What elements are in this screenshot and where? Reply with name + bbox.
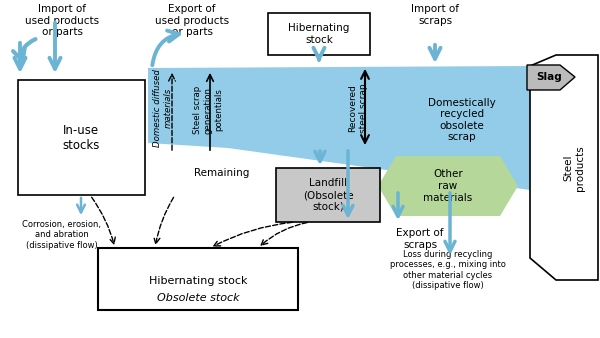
Text: Steel
products: Steel products [563, 145, 585, 191]
Text: Hibernating
stock: Hibernating stock [289, 23, 350, 45]
Text: Corrosion, erosion,
and abration
(dissipative flow): Corrosion, erosion, and abration (dissip… [23, 220, 101, 250]
Text: Import of
scraps: Import of scraps [411, 4, 459, 26]
Bar [276, 168, 380, 222]
Polygon shape [378, 156, 518, 216]
Text: Domestic diffused
materials: Domestic diffused materials [154, 69, 173, 147]
Polygon shape [530, 55, 598, 280]
Polygon shape [148, 66, 530, 190]
Text: Slag: Slag [536, 72, 562, 82]
Bar [98, 248, 298, 310]
Text: Hibernating stock: Hibernating stock [149, 276, 247, 286]
Polygon shape [527, 65, 575, 90]
Text: Domestically
recycled
obsolete
scrap: Domestically recycled obsolete scrap [428, 98, 496, 142]
Text: Steel scrap
generation
potentials: Steel scrap generation potentials [193, 86, 223, 134]
Text: Remaining: Remaining [194, 168, 250, 178]
Text: In-use
stocks: In-use stocks [62, 124, 100, 152]
Bar [268, 13, 370, 55]
Text: Import of
used products
or parts: Import of used products or parts [25, 4, 99, 37]
Text: Obsolete stock: Obsolete stock [157, 293, 239, 303]
Text: Export of
scraps: Export of scraps [396, 228, 444, 249]
Text: Loss during recycling
processes, e.g., mixing into
other material cycles
(dissip: Loss during recycling processes, e.g., m… [390, 250, 506, 290]
Bar [18, 80, 145, 195]
Text: Other
raw
materials: Other raw materials [424, 169, 473, 202]
Text: Recovered
steel scrap: Recovered steel scrap [348, 83, 368, 133]
Text: Export of
used products
or parts: Export of used products or parts [155, 4, 229, 37]
Text: Landfill
(Obsolete
stock): Landfill (Obsolete stock) [302, 178, 353, 212]
